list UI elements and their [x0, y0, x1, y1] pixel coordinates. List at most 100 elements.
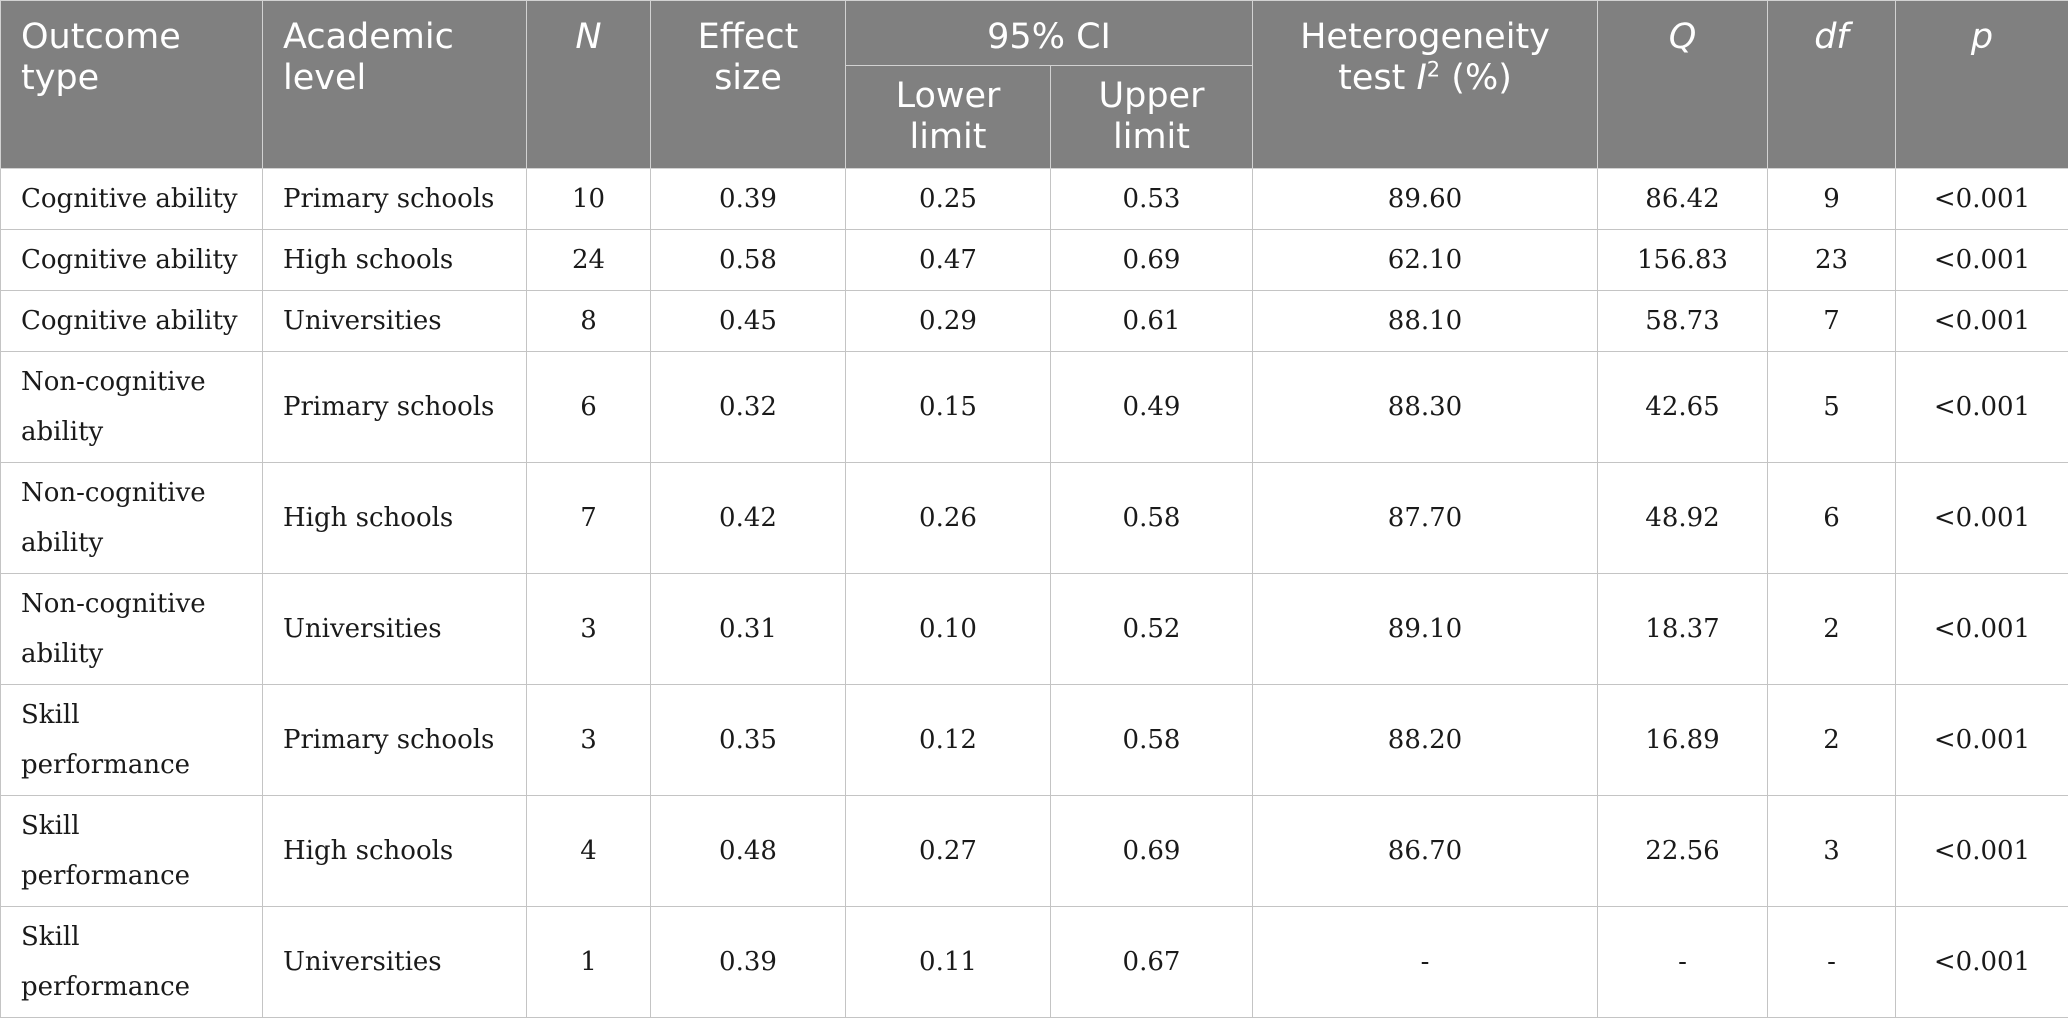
cell-heterogeneity: 89.10	[1253, 574, 1598, 685]
cell-upper-limit: 0.58	[1051, 463, 1253, 574]
table-row: Non-cognitive ability Universities 3 0.3…	[1, 574, 2068, 685]
cell-academic-level: Universities	[263, 291, 527, 352]
cell-lower-limit: 0.25	[846, 169, 1051, 230]
cell-academic-level: Primary schools	[263, 352, 527, 463]
cell-effect-size: 0.45	[651, 291, 846, 352]
cell-df: 6	[1768, 463, 1896, 574]
cell-academic-level: High schools	[263, 463, 527, 574]
cell-p: <0.001	[1896, 230, 2068, 291]
table-header: Outcome type Academic level N Effect siz…	[1, 1, 2068, 169]
table-row: Cognitive ability Primary schools 10 0.3…	[1, 169, 2068, 230]
cell-n: 24	[527, 230, 651, 291]
table-row: Cognitive ability Universities 8 0.45 0.…	[1, 291, 2068, 352]
cell-academic-level: High schools	[263, 796, 527, 907]
cell-heterogeneity: -	[1253, 907, 1598, 1018]
cell-heterogeneity: 62.10	[1253, 230, 1598, 291]
cell-q: 18.37	[1598, 574, 1768, 685]
cell-n: 3	[527, 574, 651, 685]
cell-lower-limit: 0.26	[846, 463, 1051, 574]
cell-n: 10	[527, 169, 651, 230]
cell-df: 2	[1768, 685, 1896, 796]
cell-q: 58.73	[1598, 291, 1768, 352]
cell-df: 9	[1768, 169, 1896, 230]
cell-academic-level: Universities	[263, 907, 527, 1018]
cell-df: -	[1768, 907, 1896, 1018]
table-row: Non-cognitive ability High schools 7 0.4…	[1, 463, 2068, 574]
cell-upper-limit: 0.67	[1051, 907, 1253, 1018]
cell-n: 6	[527, 352, 651, 463]
cell-heterogeneity: 88.20	[1253, 685, 1598, 796]
cell-df: 23	[1768, 230, 1896, 291]
cell-heterogeneity: 88.10	[1253, 291, 1598, 352]
cell-effect-size: 0.32	[651, 352, 846, 463]
cell-p: <0.001	[1896, 352, 2068, 463]
header-academic-level: Academic level	[263, 1, 527, 169]
header-q: Q	[1598, 1, 1768, 169]
cell-lower-limit: 0.29	[846, 291, 1051, 352]
cell-effect-size: 0.58	[651, 230, 846, 291]
cell-p: <0.001	[1896, 463, 2068, 574]
cell-upper-limit: 0.69	[1051, 796, 1253, 907]
cell-q: 86.42	[1598, 169, 1768, 230]
cell-outcome-type: Cognitive ability	[1, 169, 263, 230]
cell-heterogeneity: 86.70	[1253, 796, 1598, 907]
cell-upper-limit: 0.58	[1051, 685, 1253, 796]
cell-effect-size: 0.35	[651, 685, 846, 796]
cell-heterogeneity: 89.60	[1253, 169, 1598, 230]
cell-effect-size: 0.39	[651, 907, 846, 1018]
table-row: Non-cognitive ability Primary schools 6 …	[1, 352, 2068, 463]
cell-lower-limit: 0.11	[846, 907, 1051, 1018]
cell-q: 22.56	[1598, 796, 1768, 907]
header-95-ci: 95% CI	[846, 1, 1253, 66]
cell-lower-limit: 0.27	[846, 796, 1051, 907]
table-row: Skill performance Primary schools 3 0.35…	[1, 685, 2068, 796]
cell-outcome-type: Non-cognitive ability	[1, 352, 263, 463]
cell-p: <0.001	[1896, 291, 2068, 352]
cell-effect-size: 0.42	[651, 463, 846, 574]
cell-df: 3	[1768, 796, 1896, 907]
cell-outcome-type: Skill performance	[1, 907, 263, 1018]
cell-outcome-type: Non-cognitive ability	[1, 463, 263, 574]
cell-n: 3	[527, 685, 651, 796]
cell-p: <0.001	[1896, 574, 2068, 685]
cell-outcome-type: Skill performance	[1, 685, 263, 796]
header-heterogeneity-sup: 2	[1427, 57, 1440, 81]
cell-effect-size: 0.31	[651, 574, 846, 685]
cell-lower-limit: 0.15	[846, 352, 1051, 463]
cell-upper-limit: 0.61	[1051, 291, 1253, 352]
cell-lower-limit: 0.10	[846, 574, 1051, 685]
cell-n: 8	[527, 291, 651, 352]
header-p: p	[1896, 1, 2068, 169]
cell-q: 156.83	[1598, 230, 1768, 291]
cell-heterogeneity: 87.70	[1253, 463, 1598, 574]
cell-n: 7	[527, 463, 651, 574]
cell-lower-limit: 0.12	[846, 685, 1051, 796]
cell-effect-size: 0.48	[651, 796, 846, 907]
cell-n: 4	[527, 796, 651, 907]
cell-q: 48.92	[1598, 463, 1768, 574]
cell-upper-limit: 0.69	[1051, 230, 1253, 291]
header-heterogeneity-suffix: (%)	[1440, 58, 1512, 98]
cell-df: 7	[1768, 291, 1896, 352]
cell-p: <0.001	[1896, 907, 2068, 1018]
cell-academic-level: Primary schools	[263, 169, 527, 230]
table-row: Skill performance Universities 1 0.39 0.…	[1, 907, 2068, 1018]
cell-p: <0.001	[1896, 685, 2068, 796]
cell-upper-limit: 0.49	[1051, 352, 1253, 463]
table-row: Cognitive ability High schools 24 0.58 0…	[1, 230, 2068, 291]
cell-effect-size: 0.39	[651, 169, 846, 230]
table-body: Cognitive ability Primary schools 10 0.3…	[1, 169, 2068, 1018]
cell-heterogeneity: 88.30	[1253, 352, 1598, 463]
cell-n: 1	[527, 907, 651, 1018]
header-n: N	[527, 1, 651, 169]
cell-academic-level: Universities	[263, 574, 527, 685]
cell-outcome-type: Cognitive ability	[1, 291, 263, 352]
cell-p: <0.001	[1896, 796, 2068, 907]
table-row: Skill performance High schools 4 0.48 0.…	[1, 796, 2068, 907]
cell-upper-limit: 0.52	[1051, 574, 1253, 685]
cell-lower-limit: 0.47	[846, 230, 1051, 291]
cell-outcome-type: Skill performance	[1, 796, 263, 907]
header-lower-limit: Lower limit	[846, 66, 1051, 169]
cell-academic-level: Primary schools	[263, 685, 527, 796]
cell-academic-level: High schools	[263, 230, 527, 291]
